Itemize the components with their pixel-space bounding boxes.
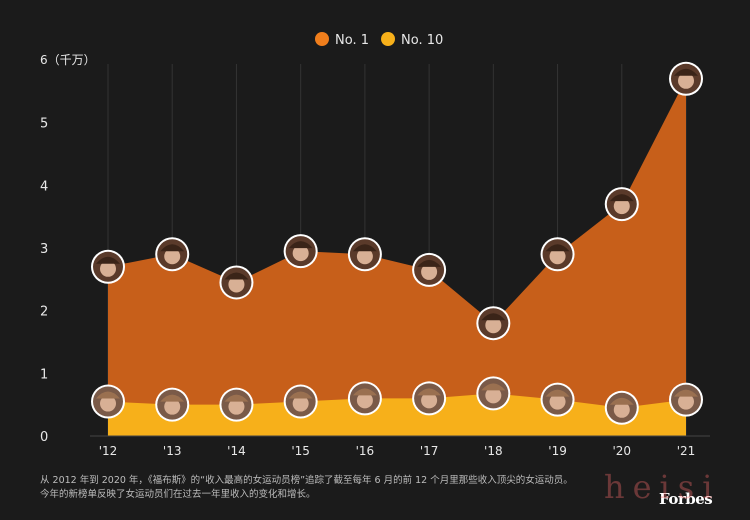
- point-no1-hair-7: [545, 244, 570, 252]
- legend-label-1: No. 10: [401, 33, 443, 48]
- point-no1-hair-8: [609, 194, 634, 202]
- point-no1-hair-1: [160, 244, 185, 252]
- legend-label-0: No. 1: [335, 33, 369, 48]
- y-tick-3: 3: [40, 242, 48, 257]
- point-no10-face-5: [421, 392, 438, 409]
- y-tick-1: 1: [40, 367, 48, 382]
- point-no1-hair-9: [674, 68, 698, 76]
- point-no10-face-1: [164, 398, 181, 415]
- point-no10-face-8: [613, 401, 630, 418]
- point-no1-face-4: [356, 248, 373, 265]
- point-no1-hair-6: [481, 313, 506, 321]
- legend-marker-0: [315, 32, 329, 46]
- point-no1-face-9: [678, 72, 694, 89]
- footnote-line-2: 今年的新榜单反映了女运动员们在过去一年里收入的变化和增长。: [40, 489, 316, 500]
- point-no1-face-5: [421, 263, 438, 280]
- point-no10-hair-2: [224, 394, 249, 402]
- x-tick-9: '21: [677, 444, 696, 458]
- point-no1-face-0: [100, 260, 116, 277]
- point-no1-face-8: [613, 198, 630, 215]
- point-no10-face-4: [356, 392, 373, 409]
- point-no10-face-9: [678, 393, 694, 410]
- point-no10-hair-1: [160, 394, 185, 402]
- point-no1-hair-2: [224, 272, 249, 280]
- footnote: 从 2012 年到 2020 年，《福布斯》的“收入最高的女运动员榜”追踪了截至…: [40, 474, 600, 502]
- footnote-line-1: 从 2012 年到 2020 年，《福布斯》的“收入最高的女运动员榜”追踪了截至…: [40, 475, 573, 486]
- watermark: heisi: [604, 468, 721, 506]
- point-no10-hair-4: [352, 388, 377, 396]
- point-no10-hair-8: [609, 397, 634, 405]
- x-tick-7: '19: [548, 444, 567, 458]
- y-axis-label: 6（千万）: [40, 53, 96, 67]
- x-tick-8: '20: [612, 444, 631, 458]
- point-no10-hair-7: [545, 389, 570, 397]
- point-no1-hair-0: [96, 256, 120, 264]
- point-no1-face-7: [549, 248, 566, 265]
- point-no1-face-6: [485, 317, 502, 334]
- x-tick-3: '15: [291, 444, 310, 458]
- y-tick-2: 2: [40, 305, 48, 320]
- point-no1-hair-5: [417, 259, 442, 267]
- area-series-no1: [108, 78, 686, 437]
- x-tick-2: '14: [227, 444, 246, 458]
- point-no10-face-6: [485, 387, 502, 404]
- point-no1-face-3: [292, 245, 309, 262]
- earnings-area-chart: 0 1 2 3 4 5 6（千万） '12 '13 '14 '15 '16 '17 '18 '19 '20 '2…: [40, 32, 710, 458]
- forbes-logo: Forbes: [659, 490, 713, 508]
- point-no10-hair-9: [674, 389, 698, 397]
- point-no10-hair-5: [417, 388, 442, 396]
- point-no10-face-7: [549, 393, 566, 410]
- y-tick-4: 4: [40, 179, 48, 194]
- point-no1-face-2: [228, 276, 245, 293]
- point-no10-face-3: [292, 395, 309, 412]
- x-tick-1: '13: [163, 444, 182, 458]
- x-tick-5: '17: [420, 444, 439, 458]
- x-tick-6: '18: [484, 444, 503, 458]
- point-no10-hair-3: [288, 391, 313, 399]
- x-tick-4: '16: [356, 444, 375, 458]
- legend-marker-1: [381, 32, 395, 46]
- point-no10-hair-6: [481, 383, 506, 391]
- point-no1-hair-3: [288, 241, 313, 249]
- y-tick-5: 5: [40, 117, 48, 132]
- point-no1-face-1: [164, 248, 181, 265]
- point-no10-face-2: [228, 398, 245, 415]
- point-no10-hair-0: [96, 391, 120, 399]
- x-tick-0: '12: [99, 444, 118, 458]
- point-no1-hair-4: [352, 244, 377, 252]
- point-no10-face-0: [100, 395, 116, 412]
- y-tick-0: 0: [40, 430, 48, 445]
